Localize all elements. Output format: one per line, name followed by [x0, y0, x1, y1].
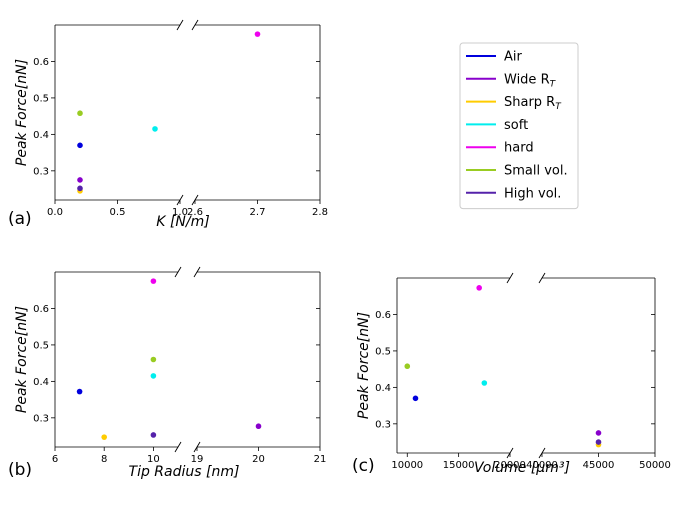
y-tick-label: 0.4: [33, 130, 49, 141]
y-axis-label: Peak Force[nN]: [356, 312, 372, 419]
data-point-small-vol: [404, 363, 411, 370]
legend-label: hard: [504, 141, 534, 156]
data-point-hard: [150, 278, 157, 284]
y-tick-label: 0.3: [33, 166, 49, 177]
axis-break-mark: [538, 272, 546, 284]
axis-break-mark: [174, 266, 182, 278]
legend-label: Sharp RT: [504, 95, 562, 112]
y-axis-label: Peak Force[nN]: [14, 59, 30, 166]
data-point-wide: [255, 423, 262, 430]
x-axis-label: Tip Radius [nm]: [129, 464, 240, 480]
x-tick-label: 20000: [494, 460, 526, 471]
y-tick-label: 0.6: [33, 57, 49, 68]
x-axis-label: Volume [μm³]: [474, 460, 570, 476]
data-point-air: [412, 395, 419, 402]
x-tick-label: 10000: [391, 460, 423, 471]
axis-break-mark: [506, 447, 514, 459]
panel-label: (a): [8, 209, 32, 229]
x-tick-label: 10: [147, 454, 160, 465]
y-tick-label: 0.4: [33, 377, 49, 388]
legend-box: [459, 42, 579, 210]
y-tick-label: 0.6: [375, 310, 391, 321]
data-point-sharp: [101, 434, 107, 440]
legend-label: Air: [504, 50, 523, 65]
x-tick-label: 15000: [443, 460, 475, 471]
y-tick-label: 0.3: [33, 413, 49, 424]
data-point-high-vol: [150, 432, 157, 438]
data-point-air: [76, 388, 83, 395]
y-tick-label: 0.5: [33, 340, 49, 351]
x-tick-label: 20: [252, 454, 265, 465]
panel-label: (c): [352, 456, 375, 476]
x-tick-label: 2.7: [250, 207, 266, 218]
axis-break-mark: [176, 19, 184, 31]
y-tick-label: 0.4: [375, 383, 391, 394]
y-tick-label: 0.5: [375, 346, 391, 357]
x-tick-label: 2.6: [187, 207, 203, 218]
data-point-hard: [476, 285, 482, 291]
data-point-soft: [481, 380, 488, 386]
axis-break-mark: [193, 266, 201, 278]
panel-label: (b): [8, 460, 32, 480]
axis-break-mark: [174, 441, 182, 453]
chart-panel-c: 0.3 0.4 0.5 0.6 10000 15000 20000 40000 45000 500…: [352, 272, 671, 476]
x-axis-label: K [N/m]: [156, 214, 209, 230]
y-tick-label: 0.5: [33, 93, 49, 104]
x-tick-label: 0.0: [47, 207, 63, 218]
y-tick-label: 0.3: [375, 419, 391, 430]
chart-panel-a: 0.3 0.4 0.5 0.6 0.0 0.5 1.0 2.6 2.7 2.8 Peak Force…: [8, 19, 328, 230]
x-tick-label: 6: [52, 454, 58, 465]
legend-label: High vol.: [504, 186, 561, 201]
data-point-wide: [77, 177, 83, 183]
data-point-small-vol: [77, 110, 83, 117]
data-point-small-vol: [150, 356, 157, 363]
x-tick-label: 45000: [583, 460, 615, 471]
x-tick-label: 8: [101, 454, 107, 465]
axis-break-mark: [193, 441, 201, 453]
legend-label: Small vol.: [504, 164, 568, 179]
axis-break-mark: [538, 447, 546, 459]
data-point-high-vol: [595, 439, 602, 445]
axis-break-mark: [506, 272, 514, 284]
x-tick-label: 1.0: [172, 207, 188, 218]
x-tick-label: 0.5: [110, 207, 126, 218]
y-tick-label: 0.6: [33, 304, 49, 315]
x-tick-label: 21: [314, 454, 327, 465]
data-point-soft: [150, 373, 157, 379]
legend: Air Wide RT Sharp RT soft hard Small vol. High…: [459, 42, 579, 210]
axis-break-mark: [176, 194, 184, 206]
axis-break-mark: [191, 194, 199, 206]
x-tick-label: 50000: [639, 460, 671, 471]
y-axis-label: Peak Force[nN]: [14, 306, 30, 413]
legend-label: soft: [504, 118, 528, 133]
chart-panel-b: 0.3 0.4 0.5 0.6 6 8 10 19 20 21 Peak Force[nN] Tip …: [8, 266, 327, 480]
data-point-soft: [152, 126, 158, 132]
data-point-wide: [595, 430, 602, 436]
x-tick-label: 19: [191, 454, 204, 465]
data-point-air: [77, 142, 83, 149]
axis-break-mark: [191, 19, 199, 31]
x-tick-label: 2.8: [312, 207, 328, 218]
legend-label: Wide RT: [504, 72, 557, 89]
data-point-high-vol: [77, 185, 83, 192]
x-tick-label: 40000: [526, 460, 558, 471]
data-point-hard: [254, 31, 261, 37]
